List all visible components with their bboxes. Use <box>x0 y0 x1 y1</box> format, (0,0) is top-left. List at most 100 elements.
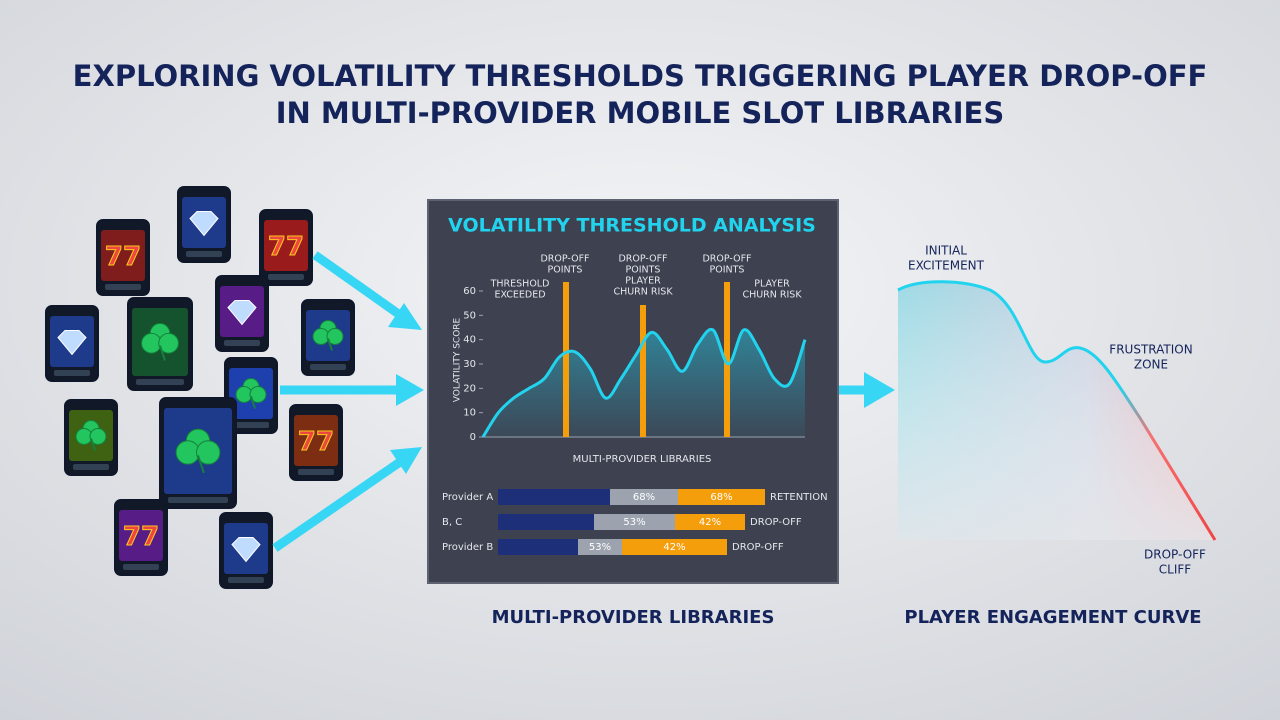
threshold-marker <box>563 282 569 437</box>
diamond-icon <box>231 537 261 563</box>
card-face <box>294 415 338 466</box>
seven-icon: 77 <box>105 242 141 272</box>
segment-label: 53% <box>589 542 611 553</box>
bar-segment <box>675 514 745 530</box>
curve-label: INITIAL <box>925 244 967 258</box>
annotation: DROP-OFF <box>540 254 589 265</box>
chart-title: VOLATILITY THRESHOLD ANALYSIS <box>448 215 816 237</box>
y-tick-label: 10 <box>463 408 476 419</box>
arrows <box>272 251 895 552</box>
clover-leaf <box>249 386 267 403</box>
title-line: EXPLORING VOLATILITY THRESHOLDS TRIGGERI… <box>73 59 1208 93</box>
annotation: POINTS <box>548 265 583 276</box>
annotation: POINTS <box>626 265 661 276</box>
bar-segment <box>498 514 594 530</box>
y-tick-label: 40 <box>463 335 476 346</box>
arrow-head <box>396 374 424 406</box>
engagement-fade <box>898 281 1215 540</box>
clover-stem <box>197 455 205 474</box>
diamond-icon <box>57 330 87 356</box>
y-axis-label: VOLATILITY SCORE <box>453 317 463 402</box>
card-button <box>268 274 304 280</box>
bar-segment <box>594 514 675 530</box>
annotation: THRESHOLD <box>490 279 550 290</box>
segment-label: 42% <box>663 542 685 553</box>
slot-card: 77 <box>114 499 168 576</box>
segment-label: 68% <box>710 492 732 503</box>
y-tick-label: 0 <box>470 432 476 443</box>
seven-icon: 77 <box>268 232 304 262</box>
clover-leaf <box>326 328 344 345</box>
arrow-head <box>388 303 422 330</box>
clover-leaf <box>158 332 179 354</box>
slot-card: 77 <box>259 209 313 286</box>
card-button <box>123 564 159 570</box>
slot-card <box>301 299 355 376</box>
card-button <box>233 422 269 428</box>
card-face <box>101 230 145 281</box>
diamond-icon <box>227 300 257 326</box>
curve-label: CLIFF <box>1159 563 1192 577</box>
caption: MULTI-PROVIDER LIBRARIES <box>492 607 775 628</box>
threshold-marker <box>640 305 646 437</box>
volatility-line <box>481 327 807 438</box>
engagement-line <box>897 280 1217 541</box>
diamond-icon <box>189 211 219 237</box>
card-button <box>105 284 141 290</box>
clover-stem <box>159 345 166 361</box>
arrow-head <box>864 372 895 408</box>
row-status: DROP-OFF <box>732 542 784 553</box>
curve-label: DROP-OFF <box>1144 548 1206 562</box>
bar-segment <box>678 489 765 505</box>
card-button <box>136 379 184 385</box>
slot-card <box>219 512 273 589</box>
annotation: DROP-OFF <box>618 254 667 265</box>
card-face <box>119 510 163 561</box>
card-button <box>73 464 109 470</box>
row-label: Provider B <box>442 542 493 553</box>
bar-segment <box>622 539 727 555</box>
segment-label: 42% <box>699 517 721 528</box>
clover-stem <box>327 338 333 351</box>
arrow <box>272 458 403 552</box>
slot-card <box>45 305 99 382</box>
row-status: DROP-OFF <box>750 517 802 528</box>
curve-label: FRUSTRATION <box>1109 343 1192 357</box>
card-button <box>168 497 228 503</box>
curve-label: ZONE <box>1134 358 1168 372</box>
annotation: PLAYER <box>625 276 661 287</box>
arrow-head <box>390 447 422 474</box>
slot-card <box>159 397 237 509</box>
provider-breakdown: Provider A 68% 68% RETENTION B, C 53% 42% DROP-… <box>442 489 828 555</box>
card-button <box>224 340 260 346</box>
annotation: EXCEEDED <box>494 290 545 301</box>
annotation: POINTS <box>710 265 745 276</box>
slot-cards: 77 77 77 77 <box>45 186 355 589</box>
segment-label: 53% <box>623 517 645 528</box>
bar-segment <box>498 539 578 555</box>
card-face <box>264 220 308 271</box>
title-line: IN MULTI-PROVIDER MOBILE SLOT LIBRARIES <box>276 96 1004 130</box>
clover-stem <box>250 396 256 409</box>
annotation: PLAYER <box>754 279 790 290</box>
y-tick-label: 20 <box>463 383 476 394</box>
caption: PLAYER ENGAGEMENT CURVE <box>904 607 1201 628</box>
bar-segment <box>498 489 610 505</box>
arrow <box>312 251 403 319</box>
y-tick-label: 30 <box>463 359 476 370</box>
x-axis-label: MULTI-PROVIDER LIBRARIES <box>573 454 712 465</box>
card-button <box>298 469 334 475</box>
clover-stem <box>90 438 96 451</box>
annotation: DROP-OFF <box>702 254 751 265</box>
slot-card <box>127 297 193 391</box>
slot-card <box>224 357 278 434</box>
annotation: CHURN RISK <box>742 290 802 301</box>
threshold-marker <box>724 282 730 437</box>
y-tick-label: 60 <box>463 286 476 297</box>
bar-segment <box>578 539 622 555</box>
row-label: B, C <box>442 517 462 528</box>
slot-card: 77 <box>289 404 343 481</box>
slot-card <box>64 399 118 476</box>
